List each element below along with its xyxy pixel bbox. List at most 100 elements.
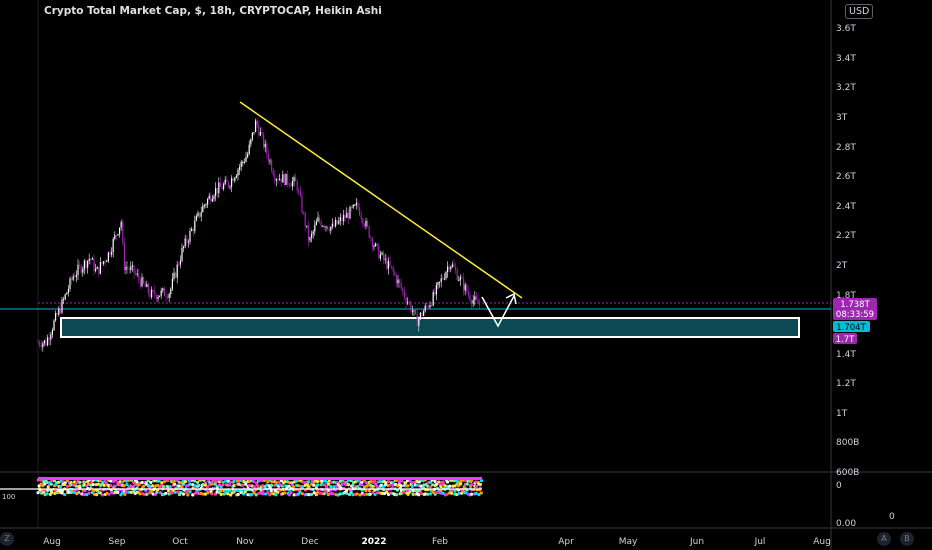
- candle-body: [87, 260, 89, 268]
- candle-body: [205, 204, 207, 206]
- candle-body: [399, 279, 401, 283]
- candle-body: [243, 161, 245, 163]
- indicator-dot: [244, 482, 248, 486]
- indicator-dot: [362, 492, 366, 497]
- candle-body: [306, 225, 308, 227]
- candle-body: [242, 161, 244, 163]
- indicator-dot: [415, 483, 419, 487]
- candle-body: [85, 260, 87, 268]
- candle-body: [253, 132, 255, 134]
- candle-body: [69, 278, 71, 290]
- candle-body: [338, 220, 340, 224]
- candle-body: [112, 238, 114, 252]
- indicator-dot: [320, 479, 324, 483]
- indicator-dot: [252, 479, 256, 484]
- support-zone[interactable]: [60, 317, 800, 338]
- currency-button[interactable]: USD: [845, 4, 874, 19]
- indicator-dot: [373, 492, 377, 497]
- indicator-dot: [439, 491, 443, 495]
- candle-body: [466, 284, 468, 292]
- candle-body: [458, 280, 460, 282]
- indicator-dot: [91, 482, 95, 487]
- candle-body: [456, 270, 458, 281]
- indicator-dot: [327, 482, 331, 486]
- indicator-dot: [197, 491, 201, 496]
- indicator-dot: [69, 483, 73, 487]
- indicator-dot: [257, 491, 261, 495]
- indicator-dot: [91, 489, 96, 493]
- chart-title: Crypto Total Market Cap, $, 18h, CRYPTOC…: [44, 5, 382, 17]
- candle-body: [42, 343, 44, 348]
- indicator-dot: [203, 492, 208, 496]
- indicator-dot: [261, 489, 265, 493]
- indicator-dot: [270, 480, 274, 484]
- candle-body: [455, 267, 457, 271]
- indicator-dot: [428, 480, 432, 484]
- candle-body: [211, 199, 213, 202]
- indicator-dot: [149, 490, 153, 494]
- candle-body: [426, 305, 428, 307]
- candle-body: [339, 217, 341, 221]
- indicator-dot: [296, 484, 300, 488]
- indicator-dot: [465, 482, 469, 486]
- candle-body: [471, 300, 473, 304]
- candle-body: [370, 237, 372, 239]
- candle-body: [309, 237, 311, 241]
- indicator-dot: [43, 482, 47, 486]
- candle-body: [138, 273, 140, 280]
- candle-body: [251, 132, 253, 140]
- indicator-dot: [142, 492, 146, 496]
- x-tick-label: Sep: [109, 537, 126, 547]
- candle-body: [397, 279, 399, 284]
- indicator-dot: [431, 483, 435, 487]
- candle-body: [371, 237, 373, 247]
- indicator-dot: [439, 489, 443, 493]
- indicator-dot: [82, 480, 86, 484]
- candle-body: [146, 283, 148, 288]
- zoom-button[interactable]: Z: [0, 532, 14, 546]
- indicator-dot: [320, 492, 324, 496]
- indicator-dot: [204, 481, 208, 485]
- indicator-dot: [58, 484, 63, 489]
- indicator-dot: [201, 482, 205, 487]
- candle-body: [349, 206, 351, 219]
- log-scale-button[interactable]: B: [900, 532, 914, 546]
- auto-scale-button[interactable]: A: [877, 532, 891, 546]
- candle-body: [131, 265, 133, 267]
- time-axis: Aug Sep Oct Nov Dec 2022 Feb Apr May Jun Jul Aug: [43, 537, 831, 547]
- candle-body: [167, 297, 169, 299]
- candle-body: [354, 204, 356, 206]
- candle-body: [296, 181, 298, 191]
- candle-body: [239, 166, 241, 170]
- indicator-dot: [453, 484, 457, 488]
- candle-body: [207, 199, 209, 205]
- indicator-dot: [45, 492, 49, 496]
- x-tick-label: Feb: [432, 537, 448, 547]
- indicator-dot: [85, 492, 89, 497]
- candle-body: [47, 337, 49, 346]
- candle-body: [429, 305, 431, 308]
- resistance-trendline[interactable]: [239, 101, 523, 299]
- indicator-dot: [331, 492, 335, 496]
- indicator-dot: [157, 479, 161, 483]
- candle-body: [333, 223, 335, 227]
- candle-body: [475, 296, 477, 300]
- indicator-dot: [292, 493, 296, 497]
- candle-body: [55, 313, 57, 321]
- indicator-dot: [109, 479, 113, 483]
- indicator-zero-b: 0.00: [836, 519, 856, 529]
- candle-body: [477, 299, 479, 305]
- indicator-dot: [274, 493, 278, 497]
- candle-body: [210, 195, 212, 202]
- projection-path[interactable]: [481, 295, 515, 328]
- indicator-dot: [171, 488, 175, 493]
- indicator-dot: [415, 489, 420, 493]
- x-tick-label: Oct: [172, 537, 188, 547]
- indicator-dot: [173, 482, 177, 486]
- candle-body: [298, 190, 300, 192]
- candle-body: [402, 288, 404, 291]
- indicator-dot: [312, 491, 316, 495]
- indicator-dot: [441, 491, 445, 495]
- candle-body: [336, 220, 338, 224]
